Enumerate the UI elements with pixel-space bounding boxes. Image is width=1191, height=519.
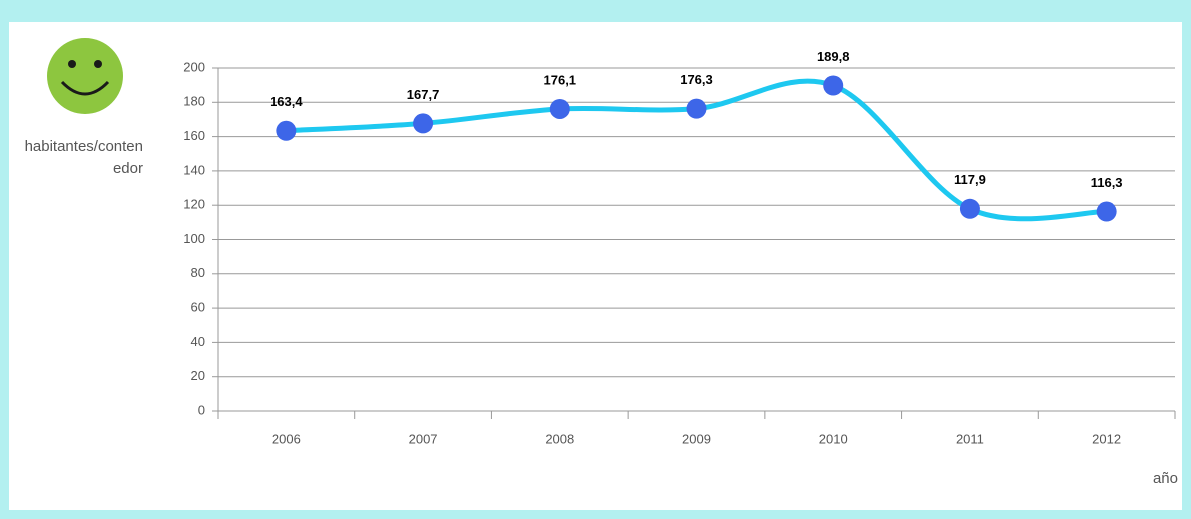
data-label: 117,9 (954, 172, 986, 187)
data-point (823, 75, 844, 96)
y-axis-label: habitantes/contenedor (24, 138, 143, 177)
data-label: 116,3 (1091, 175, 1123, 190)
data-point (959, 198, 980, 219)
data-label: 176,1 (544, 72, 577, 87)
y-tick-label: 60 (191, 300, 205, 315)
y-tick-label: 80 (191, 265, 205, 280)
y-tick-label: 100 (183, 231, 205, 246)
y-tick-label: 140 (183, 162, 205, 177)
data-point (1096, 201, 1117, 222)
x-tick-label: 2011 (956, 431, 984, 446)
x-tick-label: 2006 (272, 431, 301, 446)
y-tick-label: 40 (191, 334, 205, 349)
data-label: 189,8 (817, 49, 850, 64)
data-point (549, 98, 570, 119)
y-tick-label: 200 (183, 59, 205, 74)
x-tick-label: 2007 (409, 431, 438, 446)
y-tick-label: 120 (183, 197, 205, 212)
data-point (276, 120, 297, 141)
data-label: 163,4 (270, 94, 303, 109)
data-label: 176,3 (680, 72, 713, 87)
x-tick-label: 2008 (545, 431, 574, 446)
data-point (686, 98, 707, 119)
x-tick-label: 2009 (682, 431, 711, 446)
data-point (413, 113, 434, 134)
data-label: 167,7 (407, 87, 440, 102)
x-tick-label: 2012 (1092, 431, 1121, 446)
smiley-icon (47, 38, 123, 114)
x-axis-label: año (1152, 470, 1178, 487)
y-tick-label: 180 (183, 94, 205, 109)
x-tick-label: 2010 (819, 431, 848, 446)
y-tick-label: 20 (191, 368, 205, 383)
chart: 0 20 40 60 80 100 120 140 160 180 200 2006 2007 2008 2… (47, 38, 1176, 446)
y-tick-label: 160 (183, 128, 205, 143)
y-tick-label: 0 (198, 402, 205, 417)
